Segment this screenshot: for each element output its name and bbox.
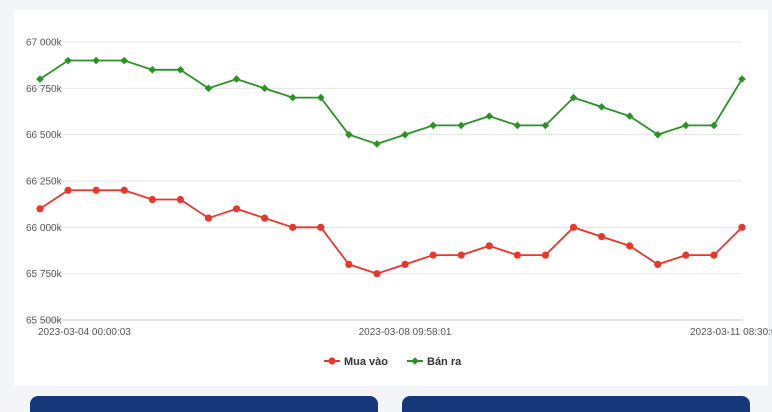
legend-item-mua-vao[interactable]: Mua vào xyxy=(324,356,388,368)
data-point[interactable] xyxy=(401,130,409,139)
data-point[interactable] xyxy=(429,251,437,259)
data-point[interactable] xyxy=(176,195,184,204)
data-point[interactable] xyxy=(738,75,746,83)
data-point[interactable] xyxy=(626,242,634,250)
data-point[interactable] xyxy=(373,270,381,278)
data-point[interactable] xyxy=(120,56,129,65)
data-point[interactable] xyxy=(485,242,493,250)
data-point[interactable] xyxy=(36,75,44,83)
data-point[interactable] xyxy=(682,251,690,259)
data-point[interactable] xyxy=(92,56,100,65)
data-point[interactable] xyxy=(597,103,606,111)
x-tick-label: 2023-03-11 08:30:02 xyxy=(690,327,772,338)
data-point[interactable] xyxy=(289,223,297,231)
data-point[interactable] xyxy=(541,251,550,259)
data-point[interactable] xyxy=(36,205,44,213)
data-point[interactable] xyxy=(176,66,185,74)
data-point[interactable] xyxy=(317,223,325,231)
legend-label: Bán ra xyxy=(427,356,462,368)
data-point[interactable] xyxy=(598,233,606,241)
data-point[interactable] xyxy=(457,251,465,259)
x-tick-label: 2023-03-04 00:00:03 xyxy=(38,327,131,338)
legend-marker xyxy=(328,357,336,365)
y-tick-label: 66 250k xyxy=(26,177,63,188)
data-point[interactable] xyxy=(654,260,662,268)
data-point[interactable] xyxy=(485,112,494,120)
data-point[interactable] xyxy=(345,260,353,268)
data-point[interactable] xyxy=(232,75,241,83)
data-point[interactable] xyxy=(710,121,718,130)
x-axis-ticks: 2023-03-04 00:00:03 2023-03-08 09:58:01 20… xyxy=(38,327,772,338)
data-point[interactable] xyxy=(373,140,381,148)
data-point[interactable] xyxy=(64,56,72,65)
data-point[interactable] xyxy=(429,121,437,130)
legend-item-ban-ra[interactable]: Bán ra xyxy=(407,356,462,368)
data-point[interactable] xyxy=(288,93,297,102)
series-line xyxy=(39,189,743,275)
grid-lines xyxy=(40,41,742,321)
legend-marker xyxy=(411,357,419,365)
data-point[interactable] xyxy=(569,93,578,102)
y-tick-label: 66 500k xyxy=(26,130,63,141)
data-point[interactable] xyxy=(148,66,157,74)
data-point[interactable] xyxy=(710,251,718,259)
data-point[interactable] xyxy=(653,130,662,139)
data-point[interactable] xyxy=(261,214,269,222)
data-point[interactable] xyxy=(513,251,521,259)
bottom-button-right[interactable] xyxy=(402,396,750,412)
data-point[interactable] xyxy=(64,186,72,194)
y-tick-label: 65 500k xyxy=(26,316,63,327)
series-line xyxy=(39,59,743,145)
data-point[interactable] xyxy=(457,121,465,130)
data-point[interactable] xyxy=(120,186,128,194)
data-point[interactable] xyxy=(513,121,522,130)
data-point[interactable] xyxy=(401,260,409,268)
data-point[interactable] xyxy=(541,121,550,130)
data-point[interactable] xyxy=(232,205,241,213)
data-point[interactable] xyxy=(682,121,690,130)
x-tick-label: 2023-03-08 09:58:01 xyxy=(359,327,452,338)
series-ban-ra xyxy=(36,56,746,148)
bottom-button-left[interactable] xyxy=(30,396,378,412)
data-point[interactable] xyxy=(148,195,156,204)
y-tick-label: 66 750k xyxy=(26,84,63,95)
data-point[interactable] xyxy=(204,214,213,222)
series-mua-vao xyxy=(36,186,746,278)
legend[interactable]: Mua vào Bán ra xyxy=(324,356,462,368)
data-point[interactable] xyxy=(260,84,269,93)
chart-card xyxy=(14,10,768,386)
data-point[interactable] xyxy=(738,223,746,231)
y-tick-label: 66 000k xyxy=(26,223,63,234)
data-point[interactable] xyxy=(204,84,213,93)
data-point[interactable] xyxy=(625,112,634,120)
series-group xyxy=(36,56,746,278)
y-axis-ticks: 65 500k 65 750k 66 000k 66 250k 66 500k 66 75… xyxy=(26,38,63,327)
data-point[interactable] xyxy=(569,223,578,231)
data-point[interactable] xyxy=(92,186,100,194)
data-point[interactable] xyxy=(345,130,353,139)
y-tick-label: 67 000k xyxy=(26,38,63,49)
data-point[interactable] xyxy=(317,93,325,102)
y-tick-label: 65 750k xyxy=(26,269,63,280)
legend-label: Mua vào xyxy=(344,356,388,368)
